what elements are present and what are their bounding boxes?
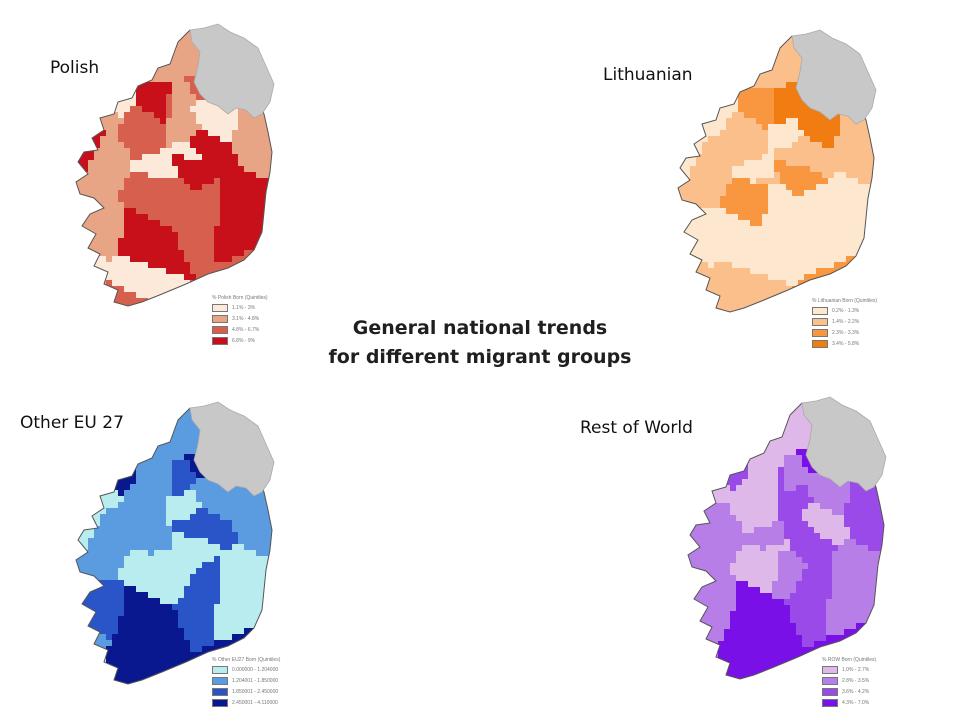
legend-row: 1.4% - 2.2% xyxy=(812,316,877,327)
map-rest-of-world xyxy=(670,395,910,685)
panel-label-rest-of-world: Rest of World xyxy=(580,418,693,438)
legend-label: 1.1% - 3% xyxy=(232,304,256,311)
legend-row: 4.8% - 6.7% xyxy=(212,324,268,335)
title-line-1: General national trends xyxy=(352,317,608,339)
legend-swatch xyxy=(212,665,228,674)
legend-swatch xyxy=(822,676,838,685)
legend-label: 1.204001 - 1.850000 xyxy=(232,677,279,684)
legend-label: 4.3% - 7.0% xyxy=(842,699,870,706)
northern-ireland-region xyxy=(189,23,275,119)
legend-label: 4.8% - 6.7% xyxy=(232,326,260,333)
legend-swatch xyxy=(212,676,228,685)
northern-ireland-region xyxy=(791,29,877,125)
legend-label: 1.4% - 2.2% xyxy=(832,318,860,325)
legend-title: % Polish Born (Quintiles) xyxy=(212,295,268,301)
legend-label: 0.2% - 1.3% xyxy=(832,307,860,314)
legend-label: 3.6% - 4.2% xyxy=(842,688,870,695)
legend-row: 2.3% - 3.3% xyxy=(812,327,877,338)
legend-label: 2.8% - 3.5% xyxy=(842,677,870,684)
legend-rest-of-world: % ROW Born (Quintiles) 1.0% - 2.7% 2.8% - … xyxy=(822,656,876,708)
legend-row: 1.1% - 3% xyxy=(212,302,268,313)
legend-title: % Other EU27 Born (Quintiles) xyxy=(212,657,281,663)
legend-row: 1.0% - 2.7% xyxy=(822,664,876,675)
northern-ireland-region xyxy=(189,401,275,497)
legend-row: 2.450001 - 4.110000 xyxy=(212,697,280,708)
legend-swatch xyxy=(212,303,228,312)
legend-row: 3.6% - 4.2% xyxy=(822,686,876,697)
panel-label-lithuanian: Lithuanian xyxy=(603,65,693,85)
legend-swatch xyxy=(822,665,838,674)
legend-label: 2.3% - 3.3% xyxy=(832,329,860,336)
panel-label-polish: Polish xyxy=(50,58,100,78)
legend-title: % ROW Born (Quintiles) xyxy=(822,657,877,663)
legend-row: 0.2% - 1.3% xyxy=(812,305,877,316)
title-line-2: for different migrant groups xyxy=(328,346,632,368)
legend-row: 3.1% - 4.8% xyxy=(212,313,268,324)
legend-label: 3.4% - 5.8% xyxy=(832,340,860,347)
legend-swatch xyxy=(812,339,828,348)
legend-label: 1.0% - 2.7% xyxy=(842,666,870,673)
legend-lithuanian: % Lithuanian Born (Quintiles) 0.2% - 1.3%… xyxy=(812,297,877,349)
legend-swatch xyxy=(822,698,838,707)
legend-row: 1.204001 - 1.850000 xyxy=(212,675,280,686)
legend-row: 4.3% - 7.0% xyxy=(822,697,876,708)
legend-row: 2.8% - 3.5% xyxy=(822,675,876,686)
legend-label: 1.850001 - 2.450000 xyxy=(232,688,279,695)
legend-swatch xyxy=(212,336,228,345)
map-other-eu27 xyxy=(58,400,298,690)
legend-row: 3.4% - 5.8% xyxy=(812,338,877,349)
legend-label: 2.450001 - 4.110000 xyxy=(232,699,278,706)
legend-swatch xyxy=(212,314,228,323)
legend-swatch xyxy=(212,325,228,334)
legend-row: 1.850001 - 2.450000 xyxy=(212,686,280,697)
legend-swatch xyxy=(212,698,228,707)
legend-polish: % Polish Born (Quintiles) 1.1% - 3% 3.1% -… xyxy=(212,294,268,346)
legend-row: 6.8% - 9% xyxy=(212,335,268,346)
legend-swatch xyxy=(812,306,828,315)
legend-swatch xyxy=(812,328,828,337)
legend-swatch xyxy=(822,687,838,696)
legend-swatch xyxy=(812,317,828,326)
page-title: General national trends for different mi… xyxy=(280,314,680,372)
legend-label: 6.8% - 9% xyxy=(232,337,256,344)
legend-title: % Lithuanian Born (Quintiles) xyxy=(812,298,878,304)
legend-label: 0.000000 - 1.204000 xyxy=(232,666,279,673)
legend-other-eu27: % Other EU27 Born (Quintiles) 0.000000 - … xyxy=(212,656,280,708)
legend-label: 3.1% - 4.8% xyxy=(232,315,260,322)
northern-ireland-region xyxy=(801,396,887,492)
map-polish xyxy=(58,22,298,312)
map-lithuanian xyxy=(660,28,900,318)
legend-row: 0.000000 - 1.204000 xyxy=(212,664,280,675)
panel-label-other-eu27: Other EU 27 xyxy=(20,413,124,433)
legend-swatch xyxy=(212,687,228,696)
